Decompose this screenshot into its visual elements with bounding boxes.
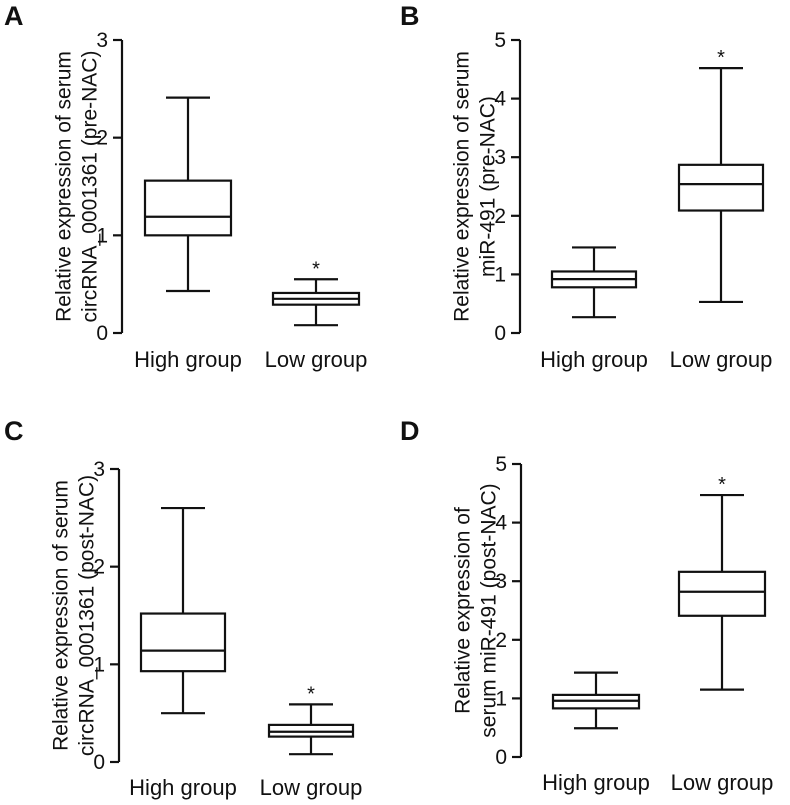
- y-tick-label: 1: [96, 224, 108, 247]
- y-tick-label: 2: [96, 127, 108, 150]
- y-tick-label: 4: [494, 88, 506, 111]
- y-tick-label: 1: [93, 653, 105, 676]
- y-tick-label: 4: [495, 512, 507, 535]
- significance-star: *: [312, 258, 320, 280]
- box-low-group: [677, 493, 767, 691]
- x-category-label: Low group: [670, 347, 773, 372]
- box-low-group: [271, 278, 361, 327]
- box-high-group: [551, 671, 641, 730]
- panel-letter: D: [400, 416, 420, 446]
- panel-c: C 0 1 2 3 Relative expression of serum circRNA…: [4, 416, 362, 800]
- y-tick-label: 3: [494, 146, 506, 169]
- y-axis-label: Relative expression of serum: [50, 480, 73, 751]
- x-category-label: Low group: [671, 770, 774, 795]
- x-category-label: High group: [542, 770, 650, 795]
- y-tick-label: 1: [494, 263, 506, 286]
- y-tick-label: 0: [494, 322, 506, 345]
- box-high-group: [143, 96, 233, 293]
- iqr-box: [677, 163, 765, 212]
- y-tick-label: 5: [494, 29, 506, 52]
- y-tick-label: 3: [495, 570, 507, 593]
- x-category-label: High group: [129, 775, 237, 800]
- box-high-group: [139, 506, 227, 715]
- y-axis-label: miR-491 (pre-NAC): [477, 96, 500, 277]
- x-category-label: High group: [540, 347, 648, 372]
- panel-b: B 0 1 2 3 4 5 Relative expression of serum miR-4…: [400, 1, 772, 372]
- y-tick-label: 0: [93, 751, 105, 774]
- box-high-group: [550, 246, 638, 319]
- y-tick-label: 2: [93, 556, 105, 579]
- y-axis-label: circRNA_0001361 (post-NAC): [76, 475, 99, 756]
- y-axis-label: Relative expression of serum: [451, 51, 474, 322]
- y-tick-label: 1: [495, 687, 507, 710]
- y-tick-label: 2: [495, 629, 507, 652]
- box-low-group: [267, 703, 355, 756]
- y-axis-label: Relative expression of serum: [53, 51, 76, 322]
- panel-letter: B: [400, 1, 420, 31]
- panel-d: D 0 1 2 3 4 5 Relative expression of serum miR-4…: [400, 416, 773, 795]
- significance-star: *: [718, 474, 726, 496]
- panel-letter: A: [4, 1, 24, 31]
- y-tick-label: 0: [96, 322, 108, 345]
- y-tick-label: 3: [93, 458, 105, 481]
- y-tick-label: 5: [495, 453, 507, 476]
- y-axis-label: circRNA_0001361 (pre-NAC): [79, 51, 102, 323]
- y-axis-label: Relative expression of: [452, 507, 475, 714]
- panel-letter: C: [4, 416, 24, 446]
- iqr-box: [143, 179, 233, 237]
- significance-star: *: [717, 47, 725, 69]
- significance-star: *: [307, 683, 315, 705]
- box-low-group: [677, 67, 765, 304]
- y-tick-label: 2: [494, 205, 506, 228]
- x-category-label: Low group: [260, 775, 363, 800]
- panel-a: A 0 1 2 3 Relative expression of serum circRNA…: [4, 1, 367, 372]
- y-tick-label: 3: [96, 29, 108, 52]
- y-axis-label: serum miR-491 (post-NAC): [478, 483, 501, 737]
- iqr-box: [677, 570, 767, 617]
- iqr-box: [139, 612, 227, 673]
- x-category-label: Low group: [265, 347, 368, 372]
- y-tick-label: 0: [495, 746, 507, 769]
- x-category-label: High group: [134, 347, 242, 372]
